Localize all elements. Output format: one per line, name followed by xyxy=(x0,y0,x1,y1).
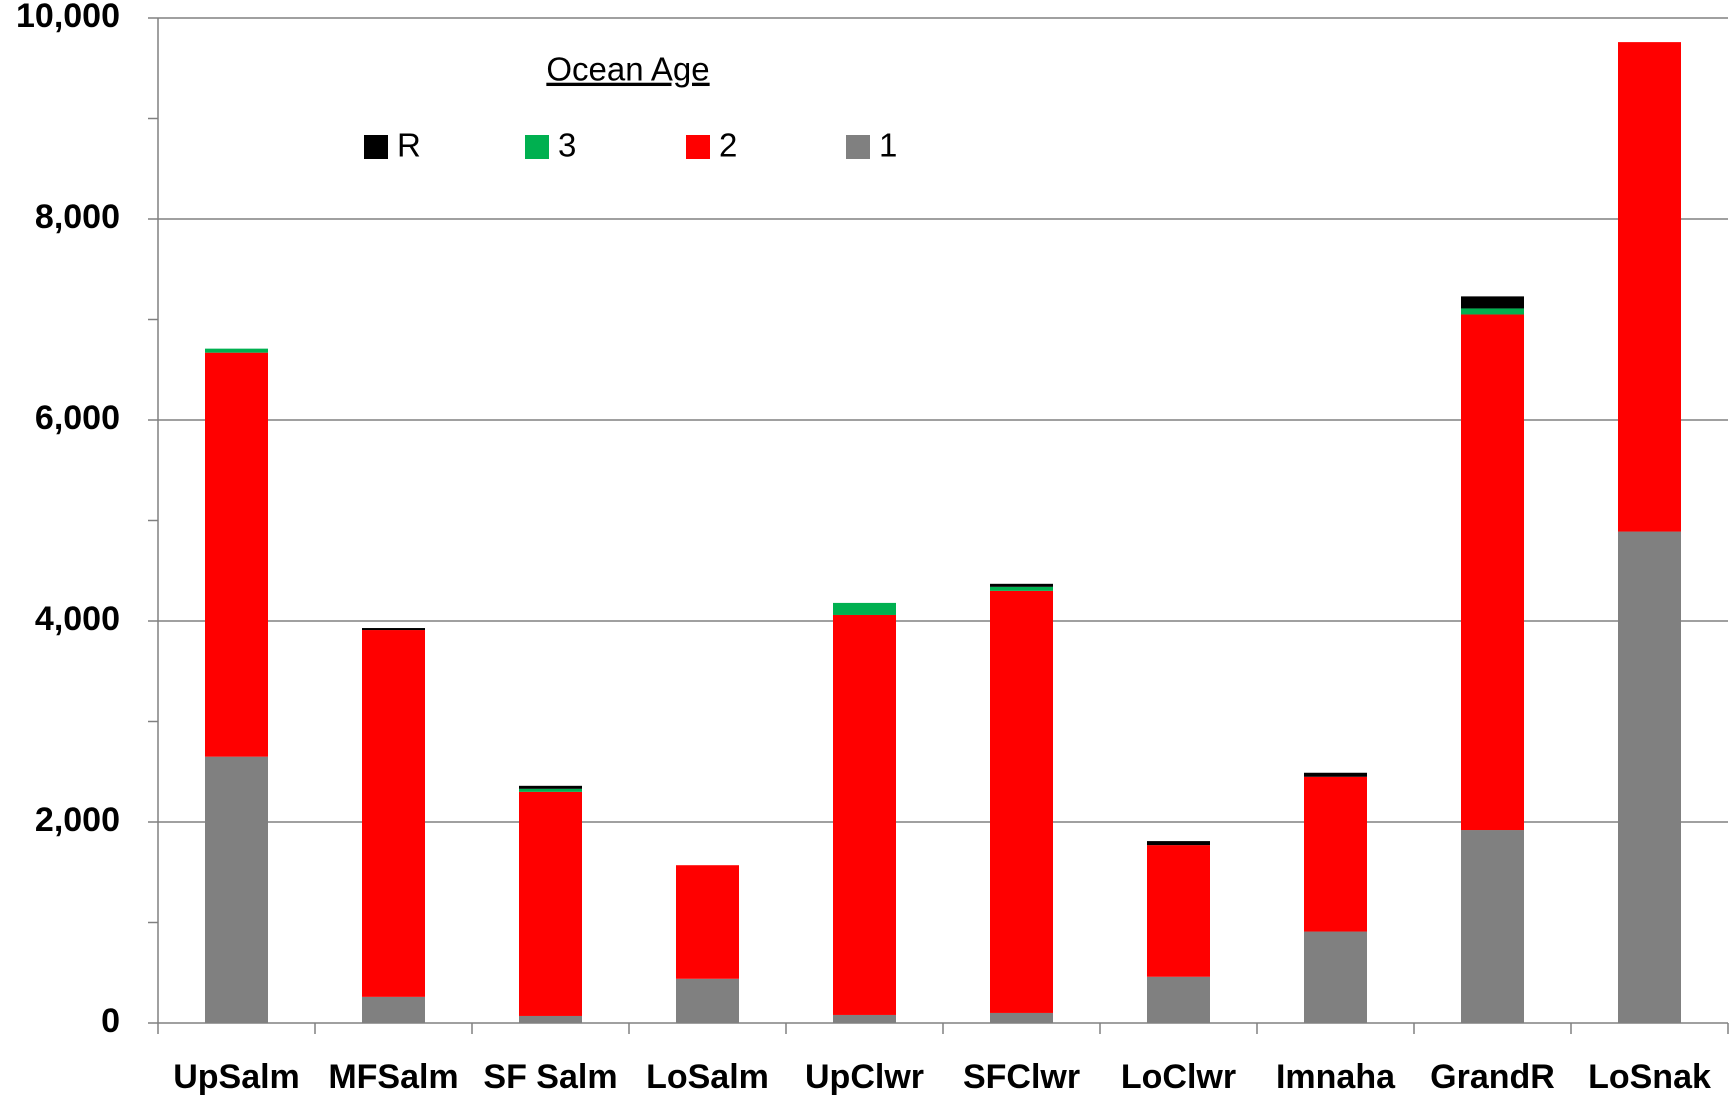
x-tick-label: Imnaha xyxy=(1276,1058,1396,1096)
bar-segment xyxy=(1147,976,1210,1023)
y-tick-label: 2,000 xyxy=(35,801,120,839)
bar-segment xyxy=(519,1015,582,1023)
bar-segment xyxy=(1461,296,1524,309)
bar-segment xyxy=(1618,531,1681,1023)
bar-segment xyxy=(205,352,268,757)
y-tick-label: 0 xyxy=(101,1002,120,1040)
bar-segment xyxy=(1147,845,1210,977)
bar-segment xyxy=(1618,42,1681,532)
bar-segment xyxy=(676,865,739,979)
x-tick-label: SF Salm xyxy=(483,1058,617,1096)
bar-segment xyxy=(519,788,582,792)
y-tick-label: 8,000 xyxy=(35,198,120,236)
y-tick-label: 10,000 xyxy=(16,0,120,35)
bar-segment xyxy=(990,586,1053,591)
legend-label: 1 xyxy=(879,127,897,164)
legend-label: R xyxy=(397,127,421,164)
bar-segment xyxy=(362,628,425,631)
x-tick-label: MFSalm xyxy=(328,1058,458,1096)
legend-swatch xyxy=(364,135,388,159)
y-tick-label: 6,000 xyxy=(35,399,120,437)
bar-segment xyxy=(1304,931,1367,1023)
bar-segment xyxy=(1461,314,1524,831)
legend-title: Ocean Age xyxy=(546,51,709,88)
bar-segment xyxy=(990,583,1053,587)
bar-segment xyxy=(362,996,425,1023)
bar-segment xyxy=(1461,308,1524,315)
bar-segment xyxy=(990,1012,1053,1023)
legend-swatch xyxy=(686,135,710,159)
x-tick-label: SFClwr xyxy=(963,1058,1080,1096)
legend-label: 2 xyxy=(719,127,737,164)
x-tick-label: LoClwr xyxy=(1121,1058,1236,1096)
bar-segment xyxy=(519,791,582,1016)
bar-segment xyxy=(990,590,1053,1013)
bar-segment xyxy=(833,614,896,1015)
x-tick-label: LoSalm xyxy=(646,1058,769,1096)
legend-swatch xyxy=(846,135,870,159)
x-tick-label: UpClwr xyxy=(805,1058,924,1096)
bar-segment xyxy=(1147,841,1210,846)
bar-segment xyxy=(676,978,739,1023)
bar-segment xyxy=(205,348,268,353)
bar-segment xyxy=(519,785,582,789)
x-tick-label: GrandR xyxy=(1430,1058,1555,1096)
legend-label: 3 xyxy=(558,127,576,164)
bar-segment xyxy=(833,1014,896,1023)
bar-segment xyxy=(205,756,268,1023)
x-tick-label: UpSalm xyxy=(173,1058,300,1096)
bar-segment xyxy=(1461,830,1524,1023)
bar-segment xyxy=(1304,772,1367,777)
bar-segment xyxy=(1304,776,1367,932)
bar-segment xyxy=(362,630,425,997)
legend-swatch xyxy=(525,135,549,159)
x-tick-label: LoSnak xyxy=(1588,1058,1711,1096)
bar-segment xyxy=(833,602,896,615)
y-tick-label: 4,000 xyxy=(35,600,120,638)
